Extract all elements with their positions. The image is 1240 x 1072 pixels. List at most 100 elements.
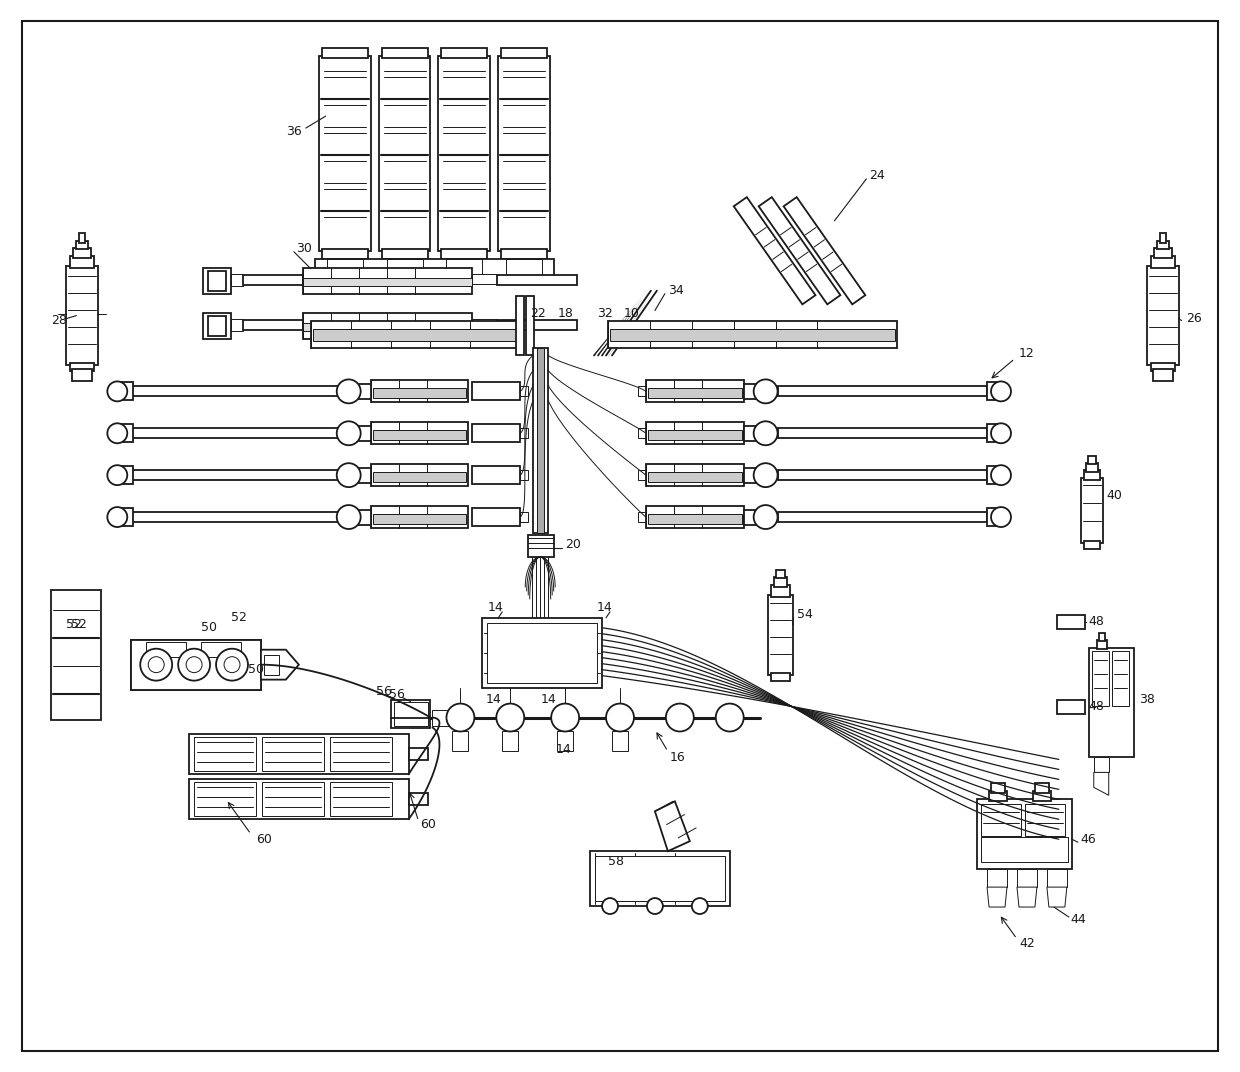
Text: 14: 14 [541,694,556,706]
Bar [646,464,744,486]
Bar [610,328,895,341]
Bar [990,791,1007,801]
Bar [264,655,279,674]
Bar [777,471,987,480]
Bar [528,535,554,557]
Bar [391,700,430,728]
Bar [408,748,429,760]
Bar [649,430,742,441]
Bar [330,738,392,772]
Bar [770,585,790,597]
Bar [1081,478,1102,544]
Bar [382,48,428,58]
Circle shape [991,423,1011,443]
Text: 40: 40 [1107,489,1122,502]
Bar [646,381,744,402]
Bar [131,386,348,397]
Bar [378,56,430,251]
Text: 48: 48 [1089,615,1105,628]
Text: 20: 20 [565,538,582,551]
Bar [231,318,243,330]
Polygon shape [784,197,866,304]
Bar [1112,651,1128,705]
Bar [352,510,371,525]
Bar [777,512,987,522]
Bar [303,313,472,339]
Circle shape [551,703,579,731]
Bar [311,321,521,348]
Text: 14: 14 [485,694,501,706]
Bar [987,425,999,443]
Bar [498,56,551,251]
Bar [987,869,1007,888]
Text: 52: 52 [231,611,247,624]
Circle shape [108,382,128,401]
Bar [649,472,742,482]
Bar [637,386,646,397]
Bar [408,793,429,805]
Bar [131,640,260,689]
Circle shape [754,379,777,403]
Bar [608,321,898,348]
Text: 46: 46 [1081,833,1096,846]
Polygon shape [759,197,841,304]
Circle shape [647,898,663,914]
Bar [1033,791,1050,801]
Bar [521,471,528,480]
Circle shape [692,898,708,914]
Text: 52: 52 [67,619,82,631]
Bar [1086,463,1097,472]
Bar [1047,869,1066,888]
Bar [533,348,548,533]
Text: 36: 36 [286,124,301,137]
Bar [472,425,521,443]
Bar [321,249,367,258]
Bar [770,672,790,681]
Bar [315,258,554,277]
Circle shape [108,507,128,527]
Bar [649,388,742,399]
Bar [131,640,260,689]
Bar [453,731,469,751]
Bar [497,319,577,329]
Bar [516,296,525,356]
Circle shape [496,703,525,731]
Circle shape [149,657,164,672]
Bar [768,595,792,674]
Text: 50: 50 [248,664,264,676]
Bar [231,273,243,285]
Circle shape [991,382,1011,401]
Circle shape [666,703,694,731]
Text: 22: 22 [531,307,546,321]
Bar [373,388,466,399]
Bar [472,508,521,526]
Bar [371,464,469,486]
Polygon shape [1094,773,1109,795]
Bar [506,258,542,277]
Bar [122,425,133,443]
Bar [637,512,646,522]
Text: 60: 60 [420,818,436,831]
Bar [987,466,999,485]
Bar [71,363,94,371]
Bar [637,429,646,438]
Text: 12: 12 [1019,347,1034,360]
Bar [312,328,518,341]
Bar [122,383,133,400]
Text: 56: 56 [376,685,392,698]
Circle shape [140,649,172,681]
Bar [79,233,86,242]
Circle shape [186,657,202,672]
Bar [146,642,186,657]
Bar [1056,700,1085,714]
Bar [1056,615,1085,629]
Bar [649,515,742,524]
Bar [472,466,521,485]
Bar [387,258,423,277]
Bar [393,701,428,726]
Bar [352,427,371,442]
Bar [1153,370,1173,382]
Bar [243,319,303,329]
Bar [497,274,577,285]
Bar [590,851,729,906]
